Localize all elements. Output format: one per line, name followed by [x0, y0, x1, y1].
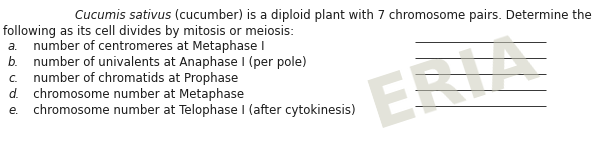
Text: Cucumis sativus (cucumber) is a diploid plant with 7 chromosome pairs. Determine: Cucumis sativus (cucumber) is a diploid … [75, 9, 592, 22]
Text: following as its cell divides by mitosis or meiosis:: following as its cell divides by mitosis… [3, 25, 294, 38]
Text: chromosome number at Metaphase: chromosome number at Metaphase [22, 88, 244, 101]
Text: c.: c. [8, 72, 19, 85]
Text: a.: a. [8, 40, 19, 53]
Text: Cucumis sativus: Cucumis sativus [75, 9, 171, 22]
Text: (cucumber) is a diploid plant with 7 chromosome pairs. Determine the: (cucumber) is a diploid plant with 7 chr… [171, 9, 592, 22]
Text: number of univalents at Anaphase I (per pole): number of univalents at Anaphase I (per … [22, 56, 307, 69]
Text: b.: b. [8, 56, 19, 69]
Text: chromosome number at Telophase I (after cytokinesis): chromosome number at Telophase I (after … [22, 104, 356, 117]
Text: e.: e. [8, 104, 19, 117]
Text: number of centromeres at Metaphase I: number of centromeres at Metaphase I [22, 40, 264, 53]
Text: d.: d. [8, 88, 19, 101]
Text: ERIA: ERIA [361, 25, 546, 142]
Text: number of chromatids at Prophase: number of chromatids at Prophase [22, 72, 238, 85]
